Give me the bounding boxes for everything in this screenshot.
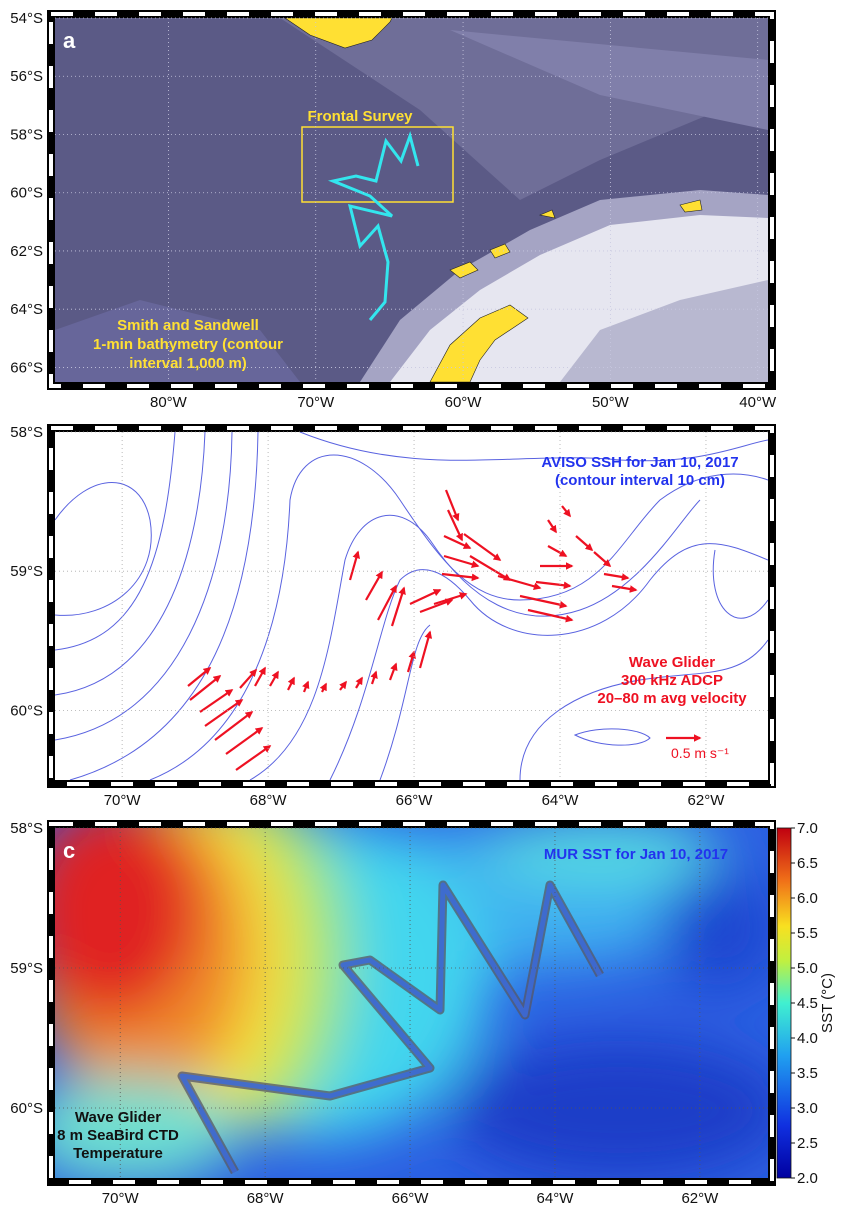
x-tick-label: 62°W — [688, 792, 726, 809]
colorbar-tick-label: 2.5 — [797, 1135, 818, 1152]
colorbar-tick-label: 2.0 — [797, 1170, 818, 1187]
y-tick-label: 58°S — [10, 126, 43, 143]
scale-label: 0.5 m s⁻¹ — [671, 745, 729, 761]
x-tick-label: 62°W — [681, 1190, 719, 1207]
colorbar-tick-label: 5.5 — [797, 925, 818, 942]
colorbar-tick-label: 4.0 — [797, 1030, 818, 1047]
annotation: (contour interval 10 cm) — [555, 472, 725, 489]
axes: a 80°W 70°W 60°W 50°W 40°W 54°S 56°S 58°S 60°S 62°… — [10, 10, 818, 1207]
y-tick-label: 60°S — [10, 702, 43, 719]
annotation: MUR SST for Jan 10, 2017 — [544, 846, 728, 863]
x-tick-label: 68°W — [250, 792, 288, 809]
annotation: 20–80 m avg velocity — [597, 690, 747, 707]
colorbar-label: SST (°C) — [819, 973, 836, 1033]
x-tick-label: 50°W — [592, 394, 630, 411]
colorbar-tick-label: 3.0 — [797, 1100, 818, 1117]
x-tick-label: 66°W — [396, 792, 434, 809]
bathymetry-map — [55, 18, 768, 382]
y-tick-label: 60°S — [10, 185, 43, 202]
velocity-arrows — [187, 489, 702, 771]
x-tick-label: 64°W — [537, 1190, 575, 1207]
annotation: Smith and Sandwell — [117, 317, 259, 334]
x-tick-label: 70°W — [104, 792, 142, 809]
x-tick-label: 68°W — [247, 1190, 285, 1207]
y-tick-label: 59°S — [10, 563, 43, 580]
colorbar — [776, 827, 792, 1179]
y-tick-label: 58°S — [10, 424, 43, 441]
annotation: AVISO SSH for Jan 10, 2017 — [541, 454, 738, 471]
x-tick-label: 64°W — [542, 792, 580, 809]
panel-label: c — [63, 838, 75, 863]
colorbar-tick-label: 7.0 — [797, 820, 818, 837]
annotation: 1-min bathymetry (contour — [93, 336, 283, 353]
colorbar-tick-label: 4.5 — [797, 995, 818, 1012]
x-tick-label: 70°W — [297, 394, 335, 411]
y-tick-label: 66°S — [10, 359, 43, 376]
annotation: Frontal Survey — [307, 108, 413, 125]
colorbar-tick-label: 3.5 — [797, 1065, 818, 1082]
annotation: Temperature — [73, 1145, 163, 1162]
sst-map — [55, 828, 768, 1178]
x-tick-label: 80°W — [150, 394, 188, 411]
y-tick-label: 56°S — [10, 68, 43, 85]
y-tick-label: 54°S — [10, 10, 43, 27]
annotation: interval 1,000 m) — [129, 355, 247, 372]
colorbar-tick-label: 6.5 — [797, 855, 818, 872]
x-tick-label: 40°W — [739, 394, 777, 411]
annotation: 300 kHz ADCP — [621, 672, 723, 689]
x-tick-label: 66°W — [392, 1190, 430, 1207]
frames — [47, 10, 776, 1186]
annotation: Wave Glider — [629, 654, 715, 671]
ssh-map — [55, 432, 768, 780]
panel-label: a — [63, 28, 76, 53]
colorbar-tick-label: 6.0 — [797, 890, 818, 907]
colorbar-tick-label: 5.0 — [797, 960, 818, 977]
y-tick-label: 62°S — [10, 243, 43, 260]
y-tick-label: 59°S — [10, 960, 43, 977]
y-tick-label: 64°S — [10, 301, 43, 318]
annotation: 8 m SeaBird CTD — [57, 1127, 179, 1144]
annotation: Wave Glider — [75, 1109, 161, 1126]
panel-label: b — [63, 442, 76, 467]
y-tick-label: 58°S — [10, 820, 43, 837]
x-tick-label: 60°W — [445, 394, 483, 411]
y-tick-label: 60°S — [10, 1100, 43, 1117]
annotations: Frontal Survey Smith and Sandwell 1-min … — [57, 108, 747, 1162]
x-tick-label: 70°W — [102, 1190, 140, 1207]
